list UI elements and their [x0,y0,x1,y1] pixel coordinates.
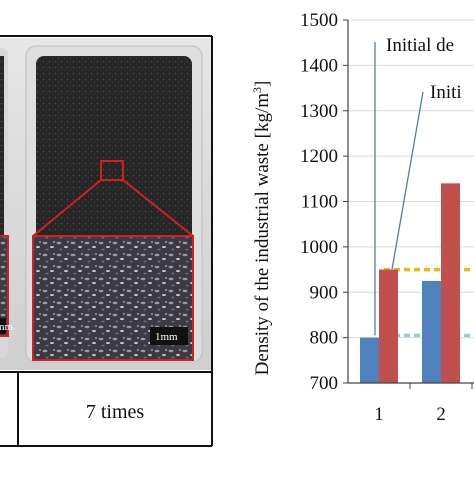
y-tick-label: 700 [310,373,339,394]
y-tick-label: 1300 [300,101,338,122]
y-axis-label-main: Density of the industrial waste [kg/m [252,93,273,376]
annotation-leader [391,91,424,270]
y-tick-label: 900 [310,282,339,303]
zoom-source-box [100,160,124,181]
y-tick-label: 1100 [301,192,338,213]
y-axis-label-sup: 3 [250,87,264,93]
sponge-right [36,56,192,246]
y-axis-label: Density of the industrial waste [kg/m3] [250,81,273,376]
axes [343,19,474,389]
y-tick-label: 1200 [300,146,338,167]
scale-bar-left [0,318,6,334]
y-axis-label-end: ] [252,81,273,87]
y-tick-label: 1400 [300,55,338,76]
annotations: Initial de Initi [374,35,462,336]
photo-panel: mm 1mm 7 times [0,0,220,474]
bar [422,280,441,383]
zoom-line-left [32,179,102,237]
annotation-label: Initi [430,82,462,103]
scale-bar-right [150,327,188,345]
x-tick-label: 2 [436,404,446,425]
bar [360,337,379,383]
photo-figure: mm 1mm 7 times [0,35,213,447]
y-tick-label: 1500 [300,10,338,31]
annotation-label: Initial de [386,35,454,56]
zoom-inset-left [0,235,9,337]
bar [441,183,460,383]
x-tick-label: 1 [374,404,384,425]
y-tick-label: 800 [310,328,339,349]
y-tick-labels: 700 800 900 1000 1100 1200 1300 1400 1500 [300,10,338,394]
scale-label-left: mm [0,321,14,333]
bars [360,183,460,383]
scale-label-right: 1mm [155,331,178,343]
y-tick-label: 1000 [300,237,338,258]
sponge-left [0,56,4,236]
caption-7-times: 7 times [86,401,145,423]
zoom-line-right [122,179,194,237]
bar [379,269,398,383]
